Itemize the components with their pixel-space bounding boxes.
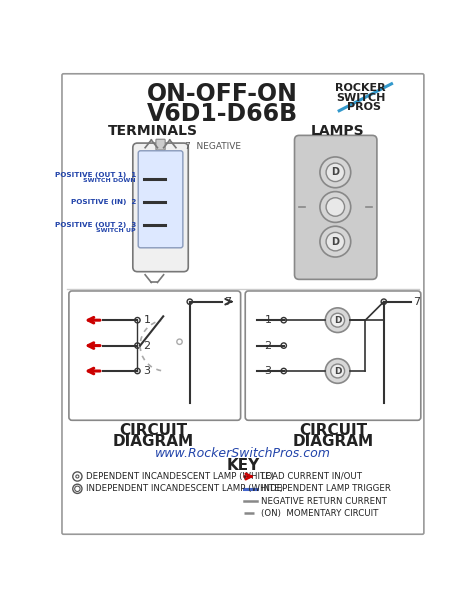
Circle shape [320, 191, 351, 222]
Text: D: D [334, 315, 341, 324]
Circle shape [331, 364, 345, 378]
Text: KEY: KEY [226, 458, 260, 473]
Circle shape [331, 313, 345, 327]
Circle shape [135, 317, 140, 323]
Circle shape [326, 232, 345, 251]
Circle shape [135, 368, 140, 374]
FancyBboxPatch shape [69, 291, 241, 420]
Circle shape [187, 299, 192, 305]
Text: NEGATIVE RETURN CURRENT: NEGATIVE RETURN CURRENT [261, 497, 386, 506]
Text: TERMINALS: TERMINALS [108, 124, 198, 138]
Text: ROCKER: ROCKER [336, 84, 386, 93]
Text: LAMPS: LAMPS [311, 124, 365, 138]
FancyBboxPatch shape [294, 135, 377, 279]
Text: D: D [331, 237, 339, 247]
Text: LOAD CURRENT IN/OUT: LOAD CURRENT IN/OUT [261, 472, 362, 481]
Text: PROS: PROS [347, 102, 381, 112]
Circle shape [320, 226, 351, 257]
Circle shape [326, 163, 345, 182]
Text: POSITIVE (OUT 1)  1: POSITIVE (OUT 1) 1 [55, 172, 136, 178]
Text: CIRCUIT: CIRCUIT [119, 423, 187, 438]
Text: 7  NEGATIVE: 7 NEGATIVE [185, 141, 241, 150]
Circle shape [177, 339, 182, 344]
Circle shape [135, 343, 140, 349]
Circle shape [281, 368, 286, 374]
Text: DIAGRAM: DIAGRAM [112, 433, 193, 448]
Circle shape [325, 359, 350, 383]
Text: D: D [334, 367, 341, 376]
Text: D: D [331, 167, 339, 178]
Text: 2: 2 [264, 341, 272, 350]
Text: 3: 3 [264, 366, 272, 376]
Text: DEPENDENT INCANDESCENT LAMP (WHITE): DEPENDENT INCANDESCENT LAMP (WHITE) [86, 472, 274, 481]
Circle shape [281, 317, 286, 323]
Text: SWITCH: SWITCH [336, 93, 385, 103]
Text: INDEPENDENT LAMP TRIGGER: INDEPENDENT LAMP TRIGGER [261, 485, 391, 493]
FancyBboxPatch shape [62, 74, 424, 534]
FancyBboxPatch shape [138, 150, 183, 248]
Text: POSITIVE (OUT 2)  3: POSITIVE (OUT 2) 3 [55, 222, 136, 228]
Text: 3: 3 [144, 366, 151, 376]
Circle shape [381, 299, 386, 305]
Text: SWITCH DOWN: SWITCH DOWN [83, 178, 136, 184]
Text: 1: 1 [264, 315, 272, 325]
FancyBboxPatch shape [156, 139, 165, 150]
Text: V6D1-D66B: V6D1-D66B [146, 102, 298, 126]
Circle shape [326, 197, 345, 216]
Text: CIRCUIT: CIRCUIT [299, 423, 367, 438]
Text: www.RockerSwitchPros.com: www.RockerSwitchPros.com [155, 447, 331, 460]
Text: POSITIVE (IN)  2: POSITIVE (IN) 2 [71, 199, 136, 205]
Text: INDEPENDENT INCANDESCENT LAMP (WHITE): INDEPENDENT INCANDESCENT LAMP (WHITE) [86, 485, 283, 493]
Circle shape [281, 343, 286, 349]
Text: DIAGRAM: DIAGRAM [292, 433, 374, 448]
Circle shape [320, 157, 351, 188]
Text: SWITCH UP: SWITCH UP [96, 228, 136, 234]
FancyBboxPatch shape [133, 143, 188, 272]
Text: 1: 1 [144, 315, 151, 325]
Text: ON-OFF-ON: ON-OFF-ON [146, 82, 298, 106]
Text: 7: 7 [413, 297, 420, 306]
Circle shape [325, 308, 350, 332]
Text: (ON)  MOMENTARY CIRCUIT: (ON) MOMENTARY CIRCUIT [261, 509, 378, 518]
FancyBboxPatch shape [245, 291, 421, 420]
Text: 7: 7 [225, 297, 232, 306]
Text: 2: 2 [144, 341, 151, 350]
